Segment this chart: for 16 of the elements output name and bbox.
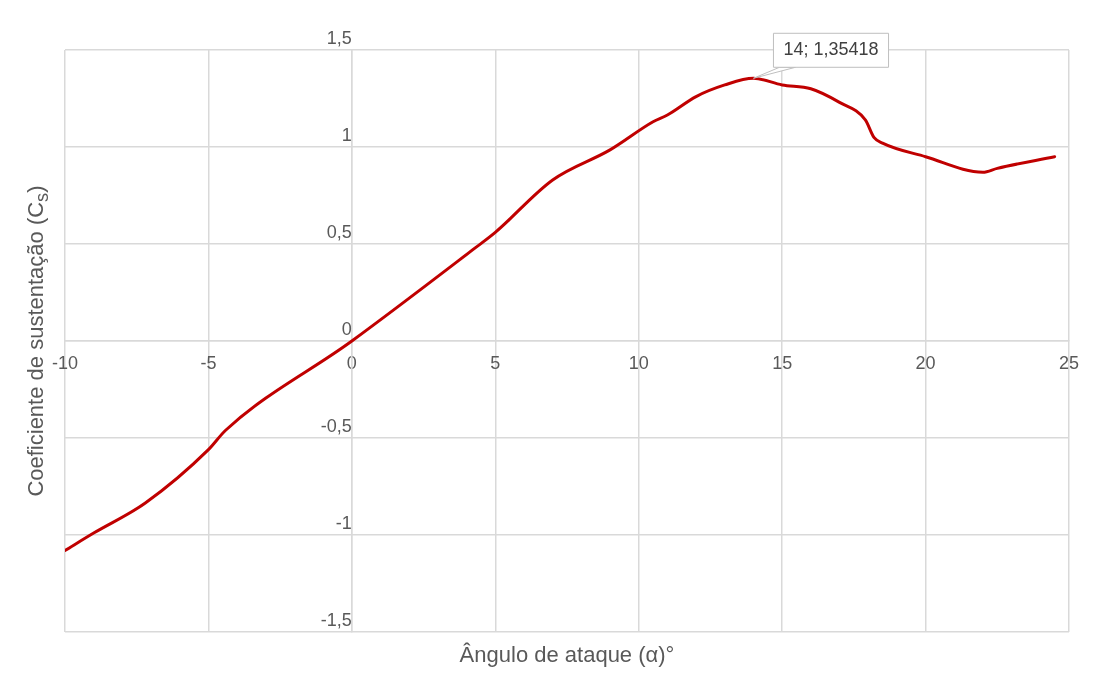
x-tick-label: 20 <box>915 352 936 373</box>
x-axis-title: Ângulo de ataque (α)° <box>459 642 675 668</box>
y-tick-label: -1,5 <box>320 609 352 630</box>
x-tick-label: 10 <box>628 352 649 373</box>
annotation: 14; 1,35418 <box>783 39 879 60</box>
x-tick-label: -10 <box>51 352 79 373</box>
x-tick-label: 25 <box>1058 352 1080 373</box>
x-tick-label: 5 <box>490 352 501 373</box>
y-tick-label: -0,5 <box>320 415 352 436</box>
y-tick-label: 0,5 <box>326 221 352 242</box>
y-tick-label: 0 <box>341 318 352 339</box>
y-tick-label: 1 <box>341 124 352 145</box>
x-tick-label: 15 <box>772 352 793 373</box>
y-tick-label: -1 <box>335 512 352 533</box>
x-tick-label: -5 <box>200 352 217 373</box>
y-tick-label: 1,5 <box>326 27 352 48</box>
